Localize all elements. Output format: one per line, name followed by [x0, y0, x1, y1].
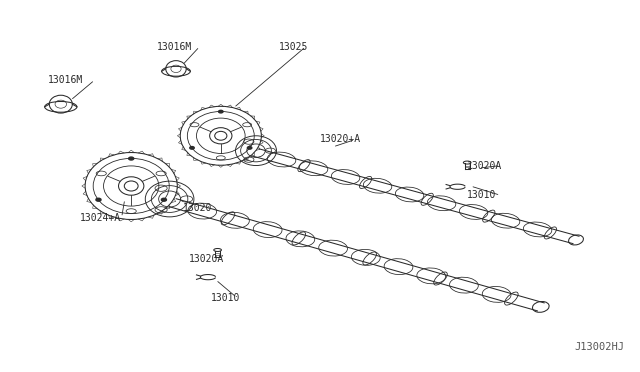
Circle shape: [219, 110, 223, 113]
Text: 13020A: 13020A: [467, 161, 502, 170]
Text: 13020A: 13020A: [189, 254, 224, 263]
Text: 13025: 13025: [278, 42, 308, 51]
Circle shape: [129, 157, 134, 160]
Circle shape: [190, 147, 194, 149]
Text: 13016M: 13016M: [48, 75, 83, 85]
Circle shape: [96, 198, 101, 201]
Text: 13024+A: 13024+A: [80, 213, 121, 222]
Text: 13020: 13020: [182, 203, 212, 213]
Text: 13020+A: 13020+A: [320, 135, 361, 144]
Text: 13010: 13010: [467, 190, 497, 200]
Text: 13010: 13010: [211, 293, 241, 302]
Text: J13002HJ: J13002HJ: [574, 341, 624, 352]
Circle shape: [161, 198, 166, 201]
Text: 13016M: 13016M: [157, 42, 192, 51]
Circle shape: [248, 147, 252, 149]
